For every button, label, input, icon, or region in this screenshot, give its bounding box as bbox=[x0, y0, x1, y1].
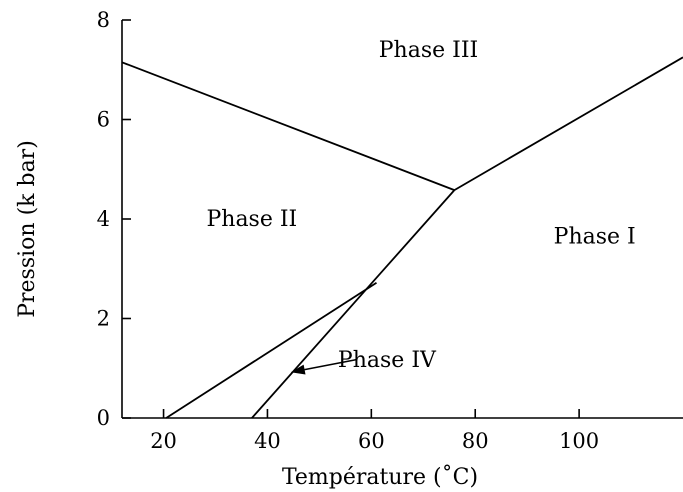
x-axis-title: Température (˚C) bbox=[282, 463, 478, 490]
x-tick-label: 20 bbox=[150, 429, 177, 453]
axis-ticks: 20 40 60 80 100 0 2 4 6 8 bbox=[97, 8, 600, 453]
phase-boundary-line bbox=[121, 61, 455, 191]
annotations bbox=[290, 359, 356, 375]
x-tick-label: 60 bbox=[358, 429, 385, 453]
region-label: Phase I bbox=[554, 224, 636, 249]
x-tick-label: 80 bbox=[462, 429, 489, 453]
x-tick-label: 100 bbox=[559, 429, 599, 453]
phase-boundary-line bbox=[165, 281, 377, 419]
x-tick-label: 40 bbox=[254, 429, 281, 453]
region-label: Phase II bbox=[206, 207, 297, 232]
y-tick-label: 0 bbox=[97, 406, 110, 430]
y-tick-label: 2 bbox=[97, 307, 110, 331]
y-tick-label: 6 bbox=[97, 108, 110, 132]
y-axis-title: Pression (k bar) bbox=[15, 140, 40, 318]
phase-boundary-line bbox=[251, 189, 456, 419]
phase-boundaries bbox=[121, 56, 683, 419]
annotation-arrow-head bbox=[290, 364, 306, 375]
y-tick-label: 4 bbox=[97, 207, 110, 231]
annotation-arrow-shaft bbox=[304, 359, 356, 371]
region-label: Phase III bbox=[379, 38, 478, 63]
phase-boundary-line bbox=[453, 56, 683, 191]
y-tick-label: 8 bbox=[97, 8, 110, 32]
